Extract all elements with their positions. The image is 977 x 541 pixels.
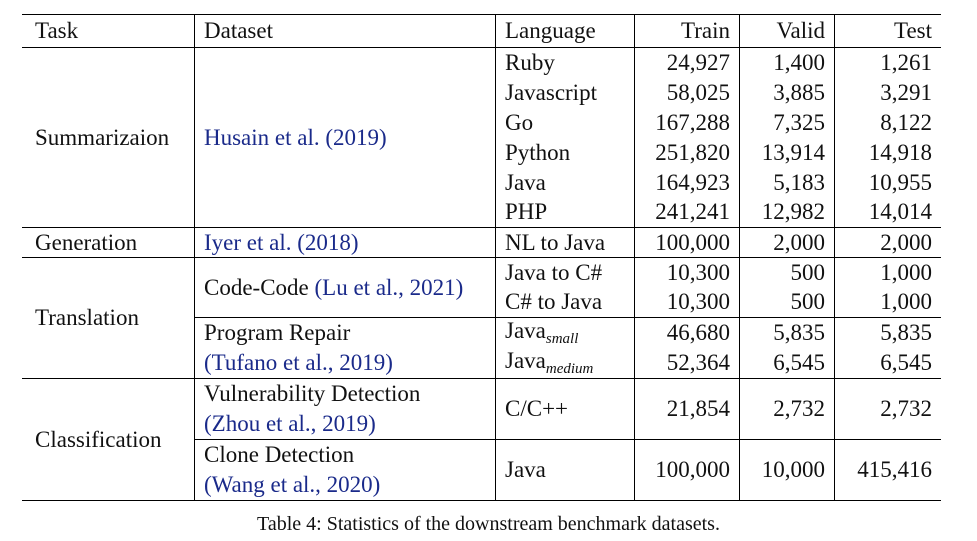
test-cell: 8,122 xyxy=(880,109,932,135)
language-cell: NL to Java xyxy=(495,227,635,258)
train-cell: 100,000 xyxy=(634,227,740,258)
language-cell: Javascript xyxy=(495,77,635,108)
header-train: Train xyxy=(634,14,740,48)
train-cell: 164,923 xyxy=(634,167,740,198)
dataset-code-code: Code-Code (Lu et al., 2021) xyxy=(194,257,496,318)
citation-link[interactable]: Husain et al. (2019) xyxy=(204,124,387,150)
test-cell: 14,014 xyxy=(868,199,932,225)
language-cell: Javasmall xyxy=(495,317,635,348)
language-cell: Ruby xyxy=(495,47,635,78)
language-cell: Java to C# xyxy=(495,257,635,288)
table-row: Javascript 58,025 3,885 3,291 xyxy=(22,77,941,108)
language-cell: Python xyxy=(495,137,635,168)
train-cell: 10,300 xyxy=(634,287,740,318)
table-row: Summarizaion Husain et al. (2019) Ruby 2… xyxy=(22,47,941,228)
valid-cell: 10,000 xyxy=(739,439,835,501)
train-cell: 251,820 xyxy=(634,137,740,168)
language-base: Java xyxy=(505,348,546,373)
valid-cell: 1,400 xyxy=(739,47,835,78)
language-cell: Go xyxy=(495,107,635,138)
header-task: Task xyxy=(22,14,195,48)
dataset-name: Vulnerability Detection xyxy=(204,381,421,406)
train-cell: 10,300 xyxy=(634,257,740,288)
language-cell: PHP xyxy=(495,197,635,228)
dataset-iyer: Iyer et al. (2018) xyxy=(194,227,496,258)
train-cell: 52,364 xyxy=(634,348,740,379)
test-cell: 5,835 xyxy=(834,317,941,348)
table-row: Clone Detection (Wang et al., 2020) Java… xyxy=(22,439,941,501)
header-test: Test xyxy=(834,14,941,48)
valid-cell: 5,835 xyxy=(739,317,835,348)
table-row: Java 164,923 5,183 10,955 xyxy=(22,167,941,198)
table-row: Python 251,820 13,914 14,918 xyxy=(22,137,941,168)
citation-link[interactable]: (Wang et al., 2020) xyxy=(204,472,381,497)
benchmark-statistics-table: Task Dataset Language Train Valid Test S… xyxy=(22,14,941,501)
valid-cell: 6,545 xyxy=(739,348,835,379)
header-language: Language xyxy=(495,14,635,48)
train-cell: 24,927 xyxy=(634,47,740,78)
train-cell: 100,000 xyxy=(634,439,740,501)
task-summarization: Summarizaion xyxy=(22,47,195,228)
table-row: Translation Code-Code (Lu et al., 2021) … xyxy=(22,257,941,379)
test-cell: 10,955 xyxy=(868,169,932,195)
dataset-name: Code-Code xyxy=(204,274,309,300)
language-cell: C/C++ xyxy=(495,378,635,440)
train-cell: 241,241 xyxy=(634,197,740,228)
language-cell: Java xyxy=(495,439,635,501)
test-cell: 2,000 xyxy=(834,227,941,258)
train-cell: 46,680 xyxy=(634,317,740,348)
valid-cell: 13,914 xyxy=(739,137,835,168)
task-generation: Generation xyxy=(22,227,195,258)
valid-cell: 500 xyxy=(739,287,835,318)
table-row: Program Repair (Tufano et al., 2019) Jav… xyxy=(22,317,941,379)
language-subscript: small xyxy=(545,331,579,347)
dataset-program-repair: Program Repair (Tufano et al., 2019) xyxy=(194,317,496,379)
citation-link[interactable]: (Zhou et al., 2019) xyxy=(204,411,376,436)
citation-link[interactable]: (Lu et al., 2021) xyxy=(314,274,464,300)
citation-link[interactable]: Iyer et al. (2018) xyxy=(204,229,359,255)
valid-cell: 2,000 xyxy=(739,227,835,258)
valid-cell: 12,982 xyxy=(739,197,835,228)
test-cell: 1,000 xyxy=(834,257,941,288)
test-cell: 3,291 xyxy=(880,79,932,105)
task-translation: Translation xyxy=(22,257,195,379)
test-cell: 415,416 xyxy=(834,439,941,501)
valid-cell: 7,325 xyxy=(739,107,835,138)
dataset-husain: Husain et al. (2019) xyxy=(194,47,496,228)
table-row: PHP 241,241 12,982 14,014 xyxy=(22,197,941,228)
valid-cell: 2,732 xyxy=(739,378,835,440)
table-row: Javamedium 52,364 6,545 6,545 xyxy=(22,348,941,379)
dataset-clone: Clone Detection (Wang et al., 2020) xyxy=(194,439,496,501)
table-caption: Table 4: Statistics of the downstream be… xyxy=(257,513,720,535)
header-row: Task Dataset Language Train Valid Test xyxy=(22,14,941,48)
language-base: Java xyxy=(505,318,546,343)
train-cell: 58,025 xyxy=(634,77,740,108)
task-classification: Classification xyxy=(22,378,195,501)
test-cell: 6,545 xyxy=(880,350,932,375)
table-row: Generation Iyer et al. (2018) NL to Java… xyxy=(22,227,941,258)
language-subscript: medium xyxy=(545,361,594,377)
test-cell: 1,000 xyxy=(880,289,932,315)
test-cell: 2,732 xyxy=(834,378,941,440)
citation-link[interactable]: (Tufano et al., 2019) xyxy=(204,350,393,375)
test-cell: 1,261 xyxy=(880,49,932,75)
train-cell: 167,288 xyxy=(634,107,740,138)
dataset-vulnerability: Vulnerability Detection (Zhou et al., 20… xyxy=(194,378,496,440)
language-cell: Javamedium xyxy=(495,348,635,379)
valid-cell: 5,183 xyxy=(739,167,835,198)
valid-cell: 3,885 xyxy=(739,77,835,108)
dataset-name: Clone Detection xyxy=(204,442,355,467)
header-dataset: Dataset xyxy=(194,14,496,48)
test-cell: 14,918 xyxy=(868,139,932,165)
language-cell: C# to Java xyxy=(495,287,635,318)
train-cell: 21,854 xyxy=(634,378,740,440)
table-row: Go 167,288 7,325 8,122 xyxy=(22,107,941,138)
valid-cell: 500 xyxy=(739,257,835,288)
table-row: Classification Vulnerability Detection (… xyxy=(22,378,941,501)
header-valid: Valid xyxy=(739,14,835,48)
dataset-name: Program Repair xyxy=(204,320,351,345)
table-row: C# to Java 10,300 500 1,000 xyxy=(22,287,941,318)
language-cell: Java xyxy=(495,167,635,198)
